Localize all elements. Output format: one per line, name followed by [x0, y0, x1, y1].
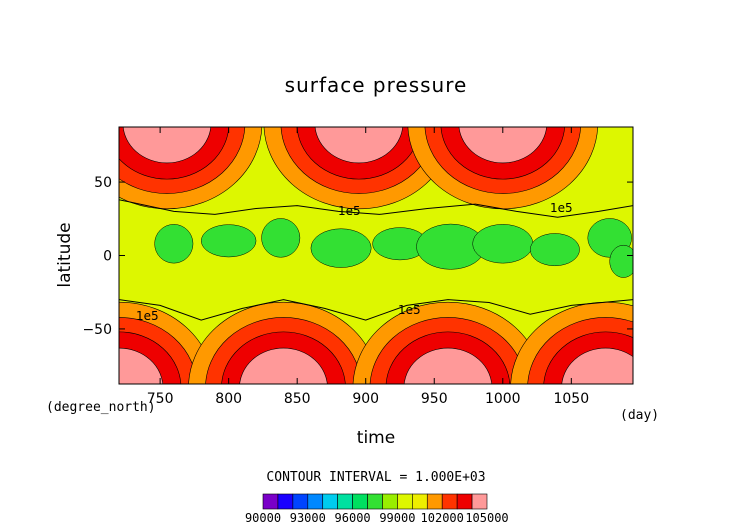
contour-label-south-left: 1e5	[136, 309, 159, 323]
tropical-low-2	[261, 218, 301, 258]
colorbar-swatch-13	[456, 493, 473, 510]
colorbar-swatch-6	[352, 493, 368, 510]
contour-label-south-mid: 1e5	[398, 303, 421, 317]
high-cell-2-ring-3	[458, 127, 547, 164]
y-axis: 50 0 −50	[82, 175, 633, 338]
high-cell-0-ring-3	[122, 127, 212, 164]
high-cell-1-ring-3	[314, 127, 403, 164]
contour-interval: CONTOUR INTERVAL = 1.000E+03	[266, 470, 485, 485]
contour-label-north-mid: 1e5	[338, 204, 361, 218]
tropical-low-9	[609, 244, 633, 278]
colorbar-swatch-0	[262, 493, 279, 510]
y-axis-unit: (degree_north)	[46, 400, 156, 415]
x-axis-label: time	[357, 428, 395, 448]
colorbar-label-99000: 99000	[379, 511, 415, 525]
x-tick-label-1050: 1050	[553, 391, 589, 407]
tropical-low-1	[201, 224, 257, 258]
contour-lines	[119, 199, 633, 321]
high-pressure-cells	[119, 127, 633, 384]
contour-1e5-north	[119, 199, 633, 218]
tropical-low-band	[154, 218, 633, 278]
colorbar-swatch-7	[367, 493, 383, 510]
x-axis: 750 800 850 900 950 1000 1050	[147, 127, 589, 407]
high-cell-4-ring-3	[239, 347, 328, 384]
x-tick-label-800: 800	[215, 391, 242, 407]
colorbar-swatch-11	[426, 493, 443, 510]
colorbar-swatch-12	[441, 493, 458, 510]
colorbar-label-93000: 93000	[290, 511, 326, 525]
colorbar-swatch-4	[322, 493, 338, 510]
x-tick-label-850: 850	[284, 391, 311, 407]
colorbar-label-90000: 90000	[245, 511, 281, 525]
contour-1e5-south	[119, 299, 633, 321]
tropical-low-7	[529, 233, 580, 267]
colorbar-swatch-3	[307, 493, 324, 510]
high-cell-6-ring-3	[561, 347, 633, 384]
colorbar-swatch-14	[471, 493, 488, 510]
x-tick-label-950: 950	[421, 391, 448, 407]
high-cell-3-ring-3	[119, 347, 164, 384]
colorbar-swatch-5	[337, 493, 353, 510]
x-tick-label-900: 900	[352, 391, 379, 407]
tropical-low-3	[310, 228, 372, 268]
high-cell-5-ring-3	[403, 347, 493, 384]
contour-label-north-right: 1e5	[550, 201, 573, 215]
colorbar-swatch-8	[382, 493, 398, 510]
tropical-low-0	[154, 224, 194, 264]
colorbar-label-105000: 105000	[465, 511, 508, 525]
colorbar-swatch-2	[292, 493, 309, 510]
x-tick-label-750: 750	[147, 391, 174, 407]
colorbar-label-96000: 96000	[335, 511, 371, 525]
colorbar: 90000 93000 96000 99000 102000 105000	[245, 493, 509, 525]
plot-area	[119, 127, 633, 384]
x-axis-unit: (day)	[620, 408, 659, 423]
y-tick-label-50: 50	[94, 175, 112, 191]
tropical-low-6	[472, 224, 534, 264]
x-tick-label-1000: 1000	[485, 391, 521, 407]
colorbar-swatch-9	[397, 493, 413, 510]
colorbar-swatch-1	[277, 493, 294, 510]
y-axis-label: latitude	[55, 222, 75, 287]
chart-title: surface pressure	[285, 73, 468, 97]
colorbar-swatch-10	[412, 493, 428, 510]
colorbar-label-102000: 102000	[421, 511, 464, 525]
y-tick-label--50: −50	[82, 322, 112, 338]
y-tick-label-0: 0	[103, 249, 112, 265]
